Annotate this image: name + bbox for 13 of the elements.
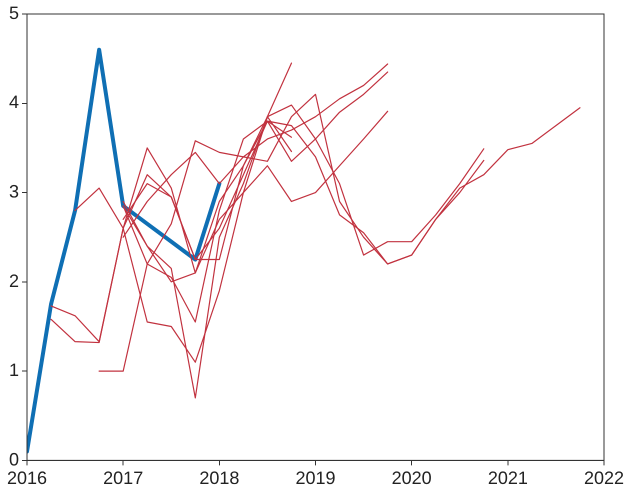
x-tick-label: 2017 bbox=[103, 468, 144, 488]
y-tick-label: 5 bbox=[8, 2, 20, 23]
y-tick-label: 2 bbox=[8, 270, 20, 291]
y-tick-label: 4 bbox=[8, 92, 20, 112]
y-tick-label: 1 bbox=[8, 360, 20, 380]
x-tick-label: 2021 bbox=[488, 468, 528, 488]
y-tick-label: 3 bbox=[8, 182, 20, 202]
x-tick-label: 2016 bbox=[6, 468, 48, 488]
x-tick-label: 2022 bbox=[584, 468, 624, 488]
x-tick-label: 2019 bbox=[295, 468, 336, 488]
x-tick-label: 2020 bbox=[392, 468, 432, 488]
y-tick-label: 0 bbox=[8, 449, 20, 470]
x-tick-label: 2018 bbox=[199, 468, 240, 488]
